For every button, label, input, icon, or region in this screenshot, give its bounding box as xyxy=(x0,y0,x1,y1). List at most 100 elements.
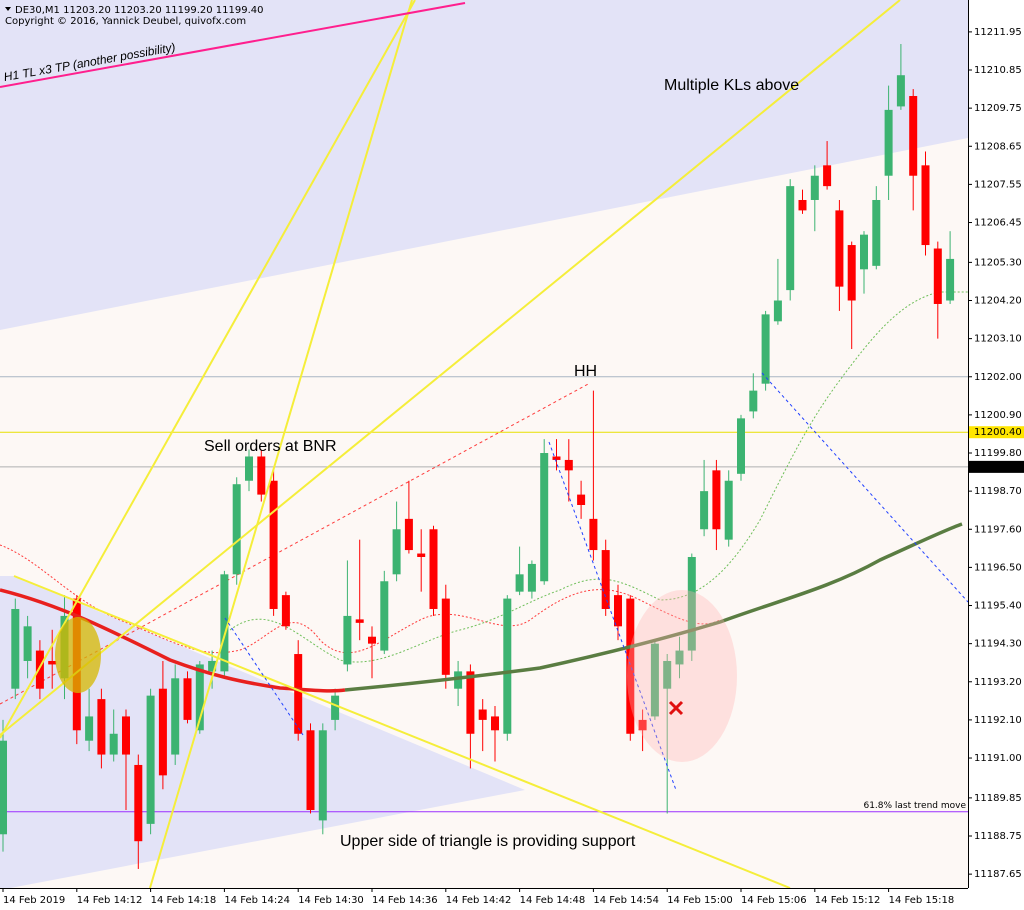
candle-body xyxy=(232,484,241,575)
y-tick-label: 11187.65 xyxy=(974,869,1022,880)
x-tick-label: 14 Feb 14:48 xyxy=(520,895,586,906)
x-tick-label: 14 Feb 14:54 xyxy=(593,895,659,906)
x-tick-label: 14 Feb 14:30 xyxy=(298,895,364,906)
candle-body xyxy=(860,234,868,270)
trend-line xyxy=(0,0,416,739)
candle-body xyxy=(195,664,204,731)
trend-line xyxy=(0,382,591,705)
candle-body xyxy=(0,740,7,835)
candle-body xyxy=(146,695,155,824)
y-tick-label: 11204.20 xyxy=(974,296,1022,307)
candle-body xyxy=(872,199,881,266)
candle-body xyxy=(909,96,918,176)
candle-body xyxy=(921,165,930,246)
price-label-box xyxy=(969,426,1024,439)
candle-body xyxy=(675,650,684,665)
highlight-ellipse xyxy=(55,617,101,693)
candle-body xyxy=(478,709,487,720)
x-tick-label: 14 Feb 14:18 xyxy=(151,895,217,906)
candle-body xyxy=(491,716,499,731)
candle-body xyxy=(589,518,598,551)
candle-body xyxy=(417,553,426,557)
candle-body xyxy=(737,418,745,474)
candle-body xyxy=(158,688,167,776)
x-tick-label: 14 Feb 14:12 xyxy=(77,895,143,906)
y-tick-label: 11193.20 xyxy=(974,677,1022,688)
triangle-upper-side xyxy=(13,575,791,888)
line-label: 61.8% last trend move xyxy=(863,801,966,811)
x-tick-label: 14 Feb 14:42 xyxy=(446,895,512,906)
y-tick-label: 11203.10 xyxy=(974,334,1022,345)
candle-body xyxy=(343,615,352,665)
moving-average xyxy=(344,522,963,692)
candle-body xyxy=(85,716,94,741)
candle-body xyxy=(220,574,229,672)
axes: 11187.65 11188.75 11189.85 11191.00 11192.10… xyxy=(2,27,1024,906)
menu-arrow xyxy=(5,7,11,11)
candle-body xyxy=(650,643,659,717)
plot-area: 61.8% last trend move H1 TL x3 TP (anoth… xyxy=(0,0,968,888)
candle-body xyxy=(896,75,905,107)
candle-body xyxy=(515,574,524,592)
candle-body xyxy=(183,678,192,720)
candle-body xyxy=(933,248,942,304)
candle-body xyxy=(847,245,856,301)
candle-body xyxy=(368,636,376,644)
y-tick-label: 11206.45 xyxy=(974,218,1022,229)
candle-body xyxy=(97,699,106,755)
candle-body xyxy=(257,456,266,495)
candle-body xyxy=(23,626,32,661)
price-label: 11199.40 xyxy=(974,462,1022,473)
candle-body xyxy=(269,480,278,609)
candle-body xyxy=(208,660,217,672)
candle-body xyxy=(798,199,807,211)
y-tick-label: 11198.70 xyxy=(974,486,1022,497)
fast-average xyxy=(0,544,721,654)
candle-body xyxy=(134,764,143,842)
candle-body xyxy=(564,459,573,471)
candle-body xyxy=(245,456,253,481)
price-label-box xyxy=(969,460,1024,473)
candle-body xyxy=(11,608,20,689)
annotation: HH xyxy=(574,363,597,380)
candle-body xyxy=(823,165,832,187)
candle-body xyxy=(687,556,696,651)
key-level-zone xyxy=(0,0,968,330)
candle-body xyxy=(48,660,57,665)
candle-body xyxy=(638,719,647,731)
candle-body xyxy=(355,619,364,623)
candle-body xyxy=(392,529,401,575)
y-tick-label: 11210.85 xyxy=(974,65,1022,76)
candle-body xyxy=(614,595,622,627)
candle-body xyxy=(171,678,180,755)
symbol-header: DE30,M1 11203.20 11203.20 11199.20 11199… xyxy=(15,5,264,16)
y-tick-label: 11199.80 xyxy=(974,448,1022,459)
y-tick-label: 11202.00 xyxy=(974,372,1022,383)
horizontal-lines: 61.8% last trend move xyxy=(0,376,968,813)
x-tick-label: 14 Feb 15:12 xyxy=(815,895,881,906)
candle-body xyxy=(773,300,782,322)
candle-body xyxy=(306,730,315,811)
x-tick-label: 14 Feb 15:06 xyxy=(741,895,807,906)
candle-body xyxy=(577,494,586,506)
y-tick-label: 11192.10 xyxy=(974,715,1022,726)
candle-body xyxy=(626,598,635,734)
y-tick-label: 11196.50 xyxy=(974,562,1022,573)
candle-body xyxy=(552,456,561,460)
candle-body xyxy=(663,660,672,689)
candle-body xyxy=(749,390,758,412)
candle-body xyxy=(466,671,475,734)
candle-body xyxy=(318,730,327,821)
candle-body xyxy=(835,210,844,287)
x-tick-label: 14 Feb 14:24 xyxy=(224,895,290,906)
price-label: 11200.40 xyxy=(974,427,1022,438)
candle-body xyxy=(503,598,512,734)
y-tick-label: 11205.30 xyxy=(974,257,1022,268)
candle-body xyxy=(712,470,721,530)
candle-body xyxy=(761,314,770,384)
y-tick-label: 11200.90 xyxy=(974,410,1022,421)
triangle-zone xyxy=(0,576,525,888)
annotation: Sell orders at BNR xyxy=(204,438,337,455)
candle-body xyxy=(540,453,549,582)
